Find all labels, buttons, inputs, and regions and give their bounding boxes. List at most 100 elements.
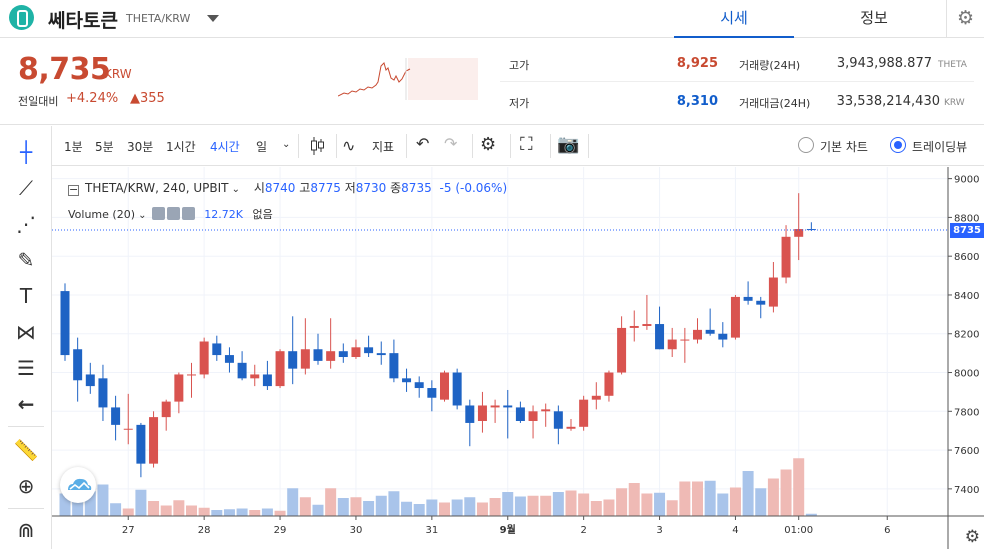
volume-bar xyxy=(325,488,337,516)
chart-settings-icon[interactable]: ⚙ xyxy=(480,134,497,155)
tab-price[interactable]: 시세 xyxy=(674,0,794,38)
text-tool-icon[interactable]: T xyxy=(19,284,33,308)
interval-dropdown-icon[interactable]: ⌄ xyxy=(282,139,291,150)
trading-view-radio[interactable] xyxy=(890,137,906,153)
redo-icon[interactable]: ↷ xyxy=(444,134,458,153)
legend-dropdown-icon[interactable]: ⌄ xyxy=(228,184,241,195)
volume-bar xyxy=(173,500,185,516)
volume-bar xyxy=(729,487,741,516)
candle-body xyxy=(541,409,551,412)
trading-view-label[interactable]: 트레이딩뷰 xyxy=(912,140,968,154)
volume-24h-unit: THETA xyxy=(938,60,967,70)
volume-settings-icon[interactable] xyxy=(166,207,180,220)
high-value: 8,925 xyxy=(676,56,718,71)
candle-body xyxy=(617,327,627,373)
volume-bar xyxy=(59,493,71,516)
legend-low-label: 저 xyxy=(344,181,356,195)
volume-bar xyxy=(401,501,413,516)
axis-settings-icon[interactable]: ⚙ xyxy=(964,527,980,547)
price-tick-label: 8000 xyxy=(954,369,979,380)
candlestick-chart[interactable]: 9000 8800 8600 8400 8200 8000 7800 7600 7400 27 28… xyxy=(52,167,984,549)
time-tick-label: 3 xyxy=(656,525,662,536)
tab-info[interactable]: 정보 xyxy=(860,9,888,27)
indicator-icon[interactable]: ∿ xyxy=(342,136,356,155)
trend-line-icon[interactable]: ⟋ xyxy=(19,176,33,200)
volume-bar xyxy=(110,503,122,516)
interval-4h[interactable]: 4시간 xyxy=(210,140,240,154)
legend-high-label: 고 xyxy=(299,181,311,195)
mini-price-chart xyxy=(338,58,478,100)
trade-value-label: 거래대금(24H) xyxy=(739,97,811,110)
screenshot-camera-icon[interactable]: 📷 xyxy=(557,134,580,155)
candle-body xyxy=(237,362,247,379)
volume-24h-value: 3,943,988.877 xyxy=(836,56,932,71)
volume-bar xyxy=(97,484,109,516)
brush-icon[interactable]: ✎ xyxy=(17,248,35,272)
candle-body xyxy=(73,349,83,381)
pattern-icon[interactable]: ⋈ xyxy=(16,320,36,344)
series-legend: − THETA/KRW, 240, UPBIT ⌄ 시8740 고8775 저87… xyxy=(68,179,507,196)
ruler-icon[interactable]: 📏 xyxy=(13,438,39,462)
volume-value: 12.72K xyxy=(204,208,243,221)
change-label: 전일대비 xyxy=(18,95,59,108)
current-price: 8,735 xyxy=(18,52,111,87)
legend-collapse-icon[interactable]: − xyxy=(68,183,79,196)
interval-day[interactable]: 일 xyxy=(256,140,268,154)
crosshair-icon[interactable]: ┼ xyxy=(19,140,33,164)
interval-1h[interactable]: 1시간 xyxy=(166,140,196,154)
settings-gear-icon[interactable]: ⚙ xyxy=(957,7,975,29)
prediction-icon[interactable]: ☰ xyxy=(17,356,35,380)
undo-icon[interactable]: ↶ xyxy=(416,134,430,153)
interval-1m[interactable]: 1분 xyxy=(64,140,83,154)
volume-bar xyxy=(476,502,488,516)
candle-body xyxy=(591,395,601,400)
indicator-button[interactable]: 지표 xyxy=(372,140,395,154)
volume-bar xyxy=(186,505,197,516)
pair-dropdown-icon[interactable] xyxy=(207,15,219,22)
volume-bar xyxy=(704,480,716,516)
eye-toggle-icon[interactable] xyxy=(151,207,165,220)
basic-chart-label[interactable]: 기본 차트 xyxy=(820,140,868,154)
candle-body xyxy=(490,405,500,408)
price-summary: 8,735 KRW 전일대비 +4.24% ▲355 고가 8,925 저가 8… xyxy=(0,39,984,125)
candle-body xyxy=(465,405,475,423)
upbit-logo-badge[interactable] xyxy=(60,467,96,503)
interval-30m[interactable]: 30분 xyxy=(127,140,154,154)
coin-name: 쎄타토큰 xyxy=(48,10,118,32)
candle-body xyxy=(579,399,589,427)
basic-chart-radio[interactable] xyxy=(798,137,814,153)
volume-remove-icon[interactable] xyxy=(181,207,195,220)
candle-type-icon[interactable] xyxy=(310,136,324,156)
fullscreen-icon[interactable]: ⛶ xyxy=(520,134,533,155)
toolbar-divider xyxy=(298,134,299,158)
volume-name: Volume (20) xyxy=(68,208,135,221)
candle-body xyxy=(743,296,753,301)
volume-bar xyxy=(249,510,261,516)
magnet-icon[interactable]: ⋒ xyxy=(17,518,35,542)
zoom-in-icon[interactable]: ⊕ xyxy=(17,474,35,498)
volume-bar xyxy=(666,500,678,516)
interval-5m[interactable]: 5분 xyxy=(95,140,114,154)
pitchfork-icon[interactable]: ⋰ xyxy=(16,212,36,236)
candle-body xyxy=(300,349,310,369)
volume-bar xyxy=(717,493,729,516)
candle-body xyxy=(730,296,740,338)
candle-body xyxy=(414,382,424,389)
candle-body xyxy=(288,351,298,369)
volume-dropdown-icon[interactable]: ⌄ xyxy=(135,210,150,221)
candle-body xyxy=(123,428,133,430)
volume-bar xyxy=(628,483,640,516)
volume-bar xyxy=(540,495,552,516)
volume-bar xyxy=(514,496,526,516)
volume-bar xyxy=(223,509,235,516)
back-arrow-icon[interactable]: ← xyxy=(17,392,35,416)
candle-body xyxy=(351,347,361,358)
time-tick-label: 31 xyxy=(425,525,438,536)
change-rate: +4.24% xyxy=(66,91,119,106)
candle-body xyxy=(224,355,234,363)
volume-bar xyxy=(299,497,311,516)
candle-body xyxy=(452,372,462,406)
price-tick-label: 8600 xyxy=(954,252,979,263)
volume-bar xyxy=(160,505,172,516)
